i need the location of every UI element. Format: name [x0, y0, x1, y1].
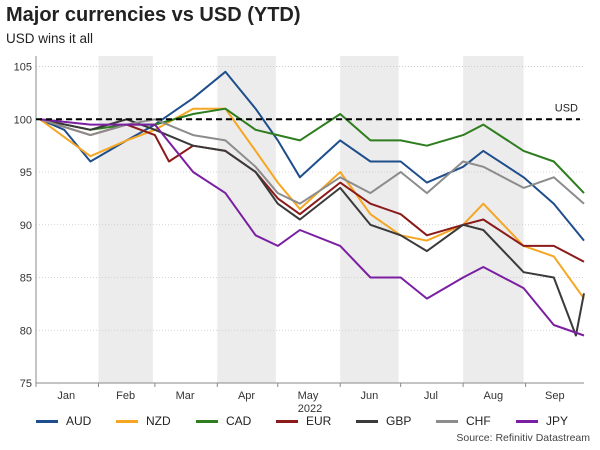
series-line-gbp [39, 118, 585, 337]
chart-subtitle: USD wins it all [6, 31, 94, 46]
shaded-month-aug [463, 56, 524, 383]
legend-swatch [196, 419, 218, 423]
usd-reference-label: USD [555, 102, 578, 114]
legend-item-jpy: JPY [516, 414, 596, 428]
legend-item-cad: CAD [196, 414, 276, 428]
x-tick-label: Apr [238, 390, 255, 402]
chart-legend: AUD NZD CAD EUR GBP CHF JPY [36, 414, 596, 428]
legend-label: JPY [546, 414, 569, 428]
legend-swatch [276, 419, 298, 423]
shaded-month-jun [340, 56, 399, 383]
y-tick-label: 85 [20, 273, 32, 285]
legend-swatch [356, 419, 378, 423]
y-tick-label: 90 [20, 220, 32, 232]
legend-swatch [116, 419, 138, 423]
y-tick-label: 80 [20, 325, 32, 337]
x-tick-label: May [298, 390, 319, 402]
x-tick-label: Feb [116, 390, 135, 402]
legend-item-gbp: GBP [356, 414, 436, 428]
legend-label: AUD [66, 414, 92, 428]
shaded-month-apr [217, 56, 276, 383]
x-tick-label: Jul [424, 390, 438, 402]
x-axis-label: 2022 [298, 403, 322, 415]
x-tick-label: Jan [57, 390, 75, 402]
legend-item-chf: CHF [436, 414, 516, 428]
legend-label: NZD [146, 414, 171, 428]
x-tick-label: Sep [545, 390, 565, 402]
x-tick-label: Aug [484, 390, 504, 402]
y-tick-label: 100 [14, 114, 32, 126]
source-note: Source: Refinitiv Datastream [456, 432, 590, 444]
x-tick-label: Mar [176, 390, 195, 402]
legend-label: EUR [306, 414, 332, 428]
series-line-eur [39, 118, 585, 263]
y-tick-label: 105 [14, 62, 32, 74]
legend-item-eur: EUR [276, 414, 356, 428]
x-tick-label: Jun [361, 390, 379, 402]
legend-item-nzd: NZD [116, 414, 196, 428]
series-line-jpy [39, 118, 585, 337]
legend-label: GBP [386, 414, 412, 428]
legend-swatch [36, 419, 58, 423]
legend-swatch [516, 419, 538, 423]
legend-label: CHF [466, 414, 491, 428]
legend-label: CAD [226, 414, 252, 428]
y-tick-label: 95 [20, 167, 32, 179]
legend-item-aud: AUD [36, 414, 116, 428]
chart-title: Major currencies vs USD (YTD) [6, 4, 301, 26]
legend-swatch [436, 419, 458, 423]
shaded-month-feb [98, 56, 153, 383]
y-tick-label: 75 [20, 378, 32, 390]
